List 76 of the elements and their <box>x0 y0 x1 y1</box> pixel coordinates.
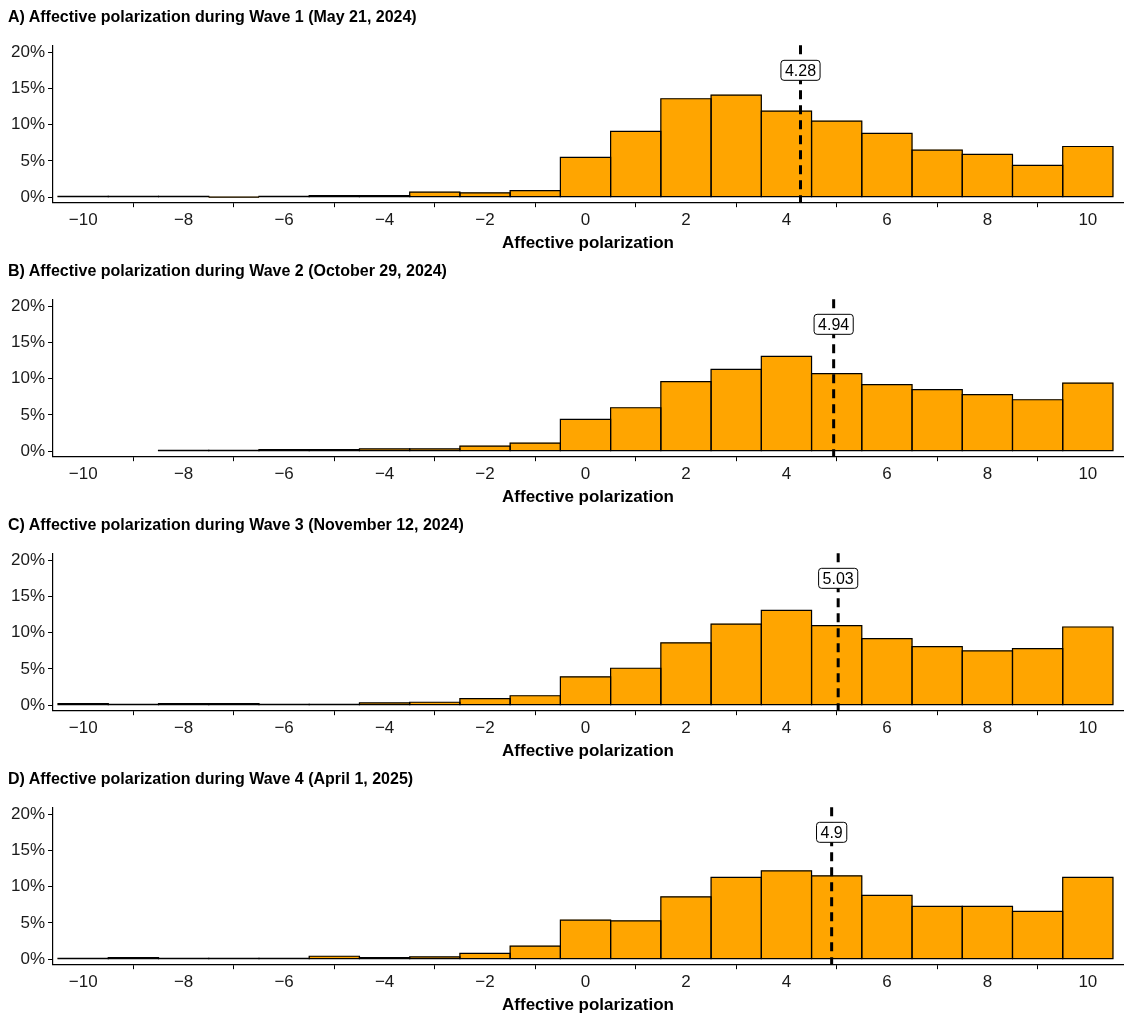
x-tick-label: −6 <box>274 210 294 230</box>
y-tick-label: 20% <box>10 550 46 570</box>
x-axis-title: Affective polarization <box>502 233 674 253</box>
chart-title: D) Affective polarization during Wave 4 (April 1, 2025) <box>8 770 415 789</box>
x-tick-label: 2 <box>681 210 691 230</box>
x-tick-label: −8 <box>173 972 194 992</box>
x-axis-title: Affective polarization <box>502 995 674 1015</box>
x-tick-label: 0 <box>580 718 591 738</box>
y-tick-label: 5% <box>20 912 46 932</box>
x-tick-label: −4 <box>374 972 395 992</box>
ref-line-label: 4.94 <box>818 315 850 333</box>
x-tick-label: 2 <box>681 718 691 738</box>
x-tick-label: −2 <box>475 210 495 230</box>
y-tick-label: 10% <box>10 368 46 388</box>
y-tick-label: 0% <box>20 948 46 968</box>
x-tick-label: 10 <box>1078 718 1098 738</box>
y-tick-label: 10% <box>10 622 46 642</box>
x-tick-label: 6 <box>882 718 892 738</box>
x-axis-title: Affective polarization <box>502 741 674 761</box>
chart-title: A) Affective polarization during Wave 1 (May 21, 2024) <box>8 8 418 27</box>
x-tick-label: 4 <box>781 972 792 992</box>
y-tick-label: 15% <box>10 332 46 352</box>
x-tick-label: 2 <box>681 464 691 484</box>
y-tick-label: 20% <box>10 296 46 316</box>
x-tick-label: 2 <box>681 972 691 992</box>
x-tick-label: 6 <box>882 210 892 230</box>
x-tick-label: −8 <box>173 464 194 484</box>
x-tick-label: 0 <box>580 464 591 484</box>
ref-line-label: 4.28 <box>784 61 817 79</box>
x-tick-label: 8 <box>982 210 993 230</box>
x-tick-label: −8 <box>173 718 194 738</box>
x-tick-label: −10 <box>68 718 98 738</box>
y-tick-label: 15% <box>10 78 46 98</box>
x-tick-label: 10 <box>1078 210 1098 230</box>
x-tick-label: −2 <box>475 972 495 992</box>
y-tick-label: 0% <box>20 186 46 206</box>
y-tick-label: 10% <box>10 114 46 134</box>
ref-line-label: 4.9 <box>820 823 843 841</box>
x-tick-label: 0 <box>580 210 591 230</box>
x-tick-label: 8 <box>982 464 993 484</box>
x-tick-label: −10 <box>68 972 98 992</box>
x-tick-label: 4 <box>781 718 792 738</box>
y-tick-label: 0% <box>20 440 46 460</box>
y-tick-label: 5% <box>20 658 46 678</box>
x-tick-label: −4 <box>374 210 395 230</box>
x-tick-label: 10 <box>1078 972 1098 992</box>
x-tick-label: −4 <box>374 718 395 738</box>
y-tick-label: 10% <box>10 876 46 896</box>
y-tick-label: 0% <box>20 694 46 714</box>
x-tick-label: 6 <box>882 464 892 484</box>
x-tick-label: −2 <box>475 718 495 738</box>
ref-line-label: 5.03 <box>822 569 854 587</box>
y-tick-label: 20% <box>10 42 46 62</box>
x-tick-label: 6 <box>882 972 892 992</box>
y-tick-label: 5% <box>20 150 46 170</box>
x-tick-label: 0 <box>580 972 591 992</box>
y-tick-label: 5% <box>20 404 46 424</box>
x-tick-label: −10 <box>68 210 98 230</box>
y-tick-label: 15% <box>10 840 46 860</box>
x-tick-label: −6 <box>274 972 294 992</box>
y-tick-label: 15% <box>10 586 46 606</box>
x-tick-label: 4 <box>781 210 792 230</box>
x-tick-label: −4 <box>374 464 395 484</box>
x-tick-label: −6 <box>274 464 294 484</box>
y-tick-label: 20% <box>10 804 46 824</box>
x-tick-label: −6 <box>274 718 294 738</box>
x-tick-label: −10 <box>68 464 98 484</box>
x-tick-label: 8 <box>982 972 993 992</box>
chart-title: C) Affective polarization during Wave 3 (November 12, 2024) <box>8 516 465 535</box>
x-tick-label: 8 <box>982 718 993 738</box>
x-tick-label: 4 <box>781 464 792 484</box>
x-tick-label: 10 <box>1078 464 1098 484</box>
x-tick-label: −2 <box>475 464 495 484</box>
x-axis-title: Affective polarization <box>502 487 674 507</box>
chart-title: B) Affective polarization during Wave 2 (October 29, 2024) <box>8 262 448 281</box>
x-tick-label: −8 <box>173 210 194 230</box>
